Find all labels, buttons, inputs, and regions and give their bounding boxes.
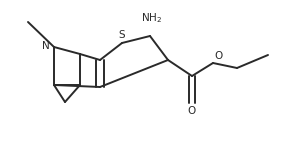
Text: S: S (119, 30, 125, 40)
Text: NH$_2$: NH$_2$ (141, 11, 163, 25)
Text: N: N (42, 41, 50, 51)
Text: O: O (214, 51, 223, 61)
Text: O: O (188, 106, 196, 116)
